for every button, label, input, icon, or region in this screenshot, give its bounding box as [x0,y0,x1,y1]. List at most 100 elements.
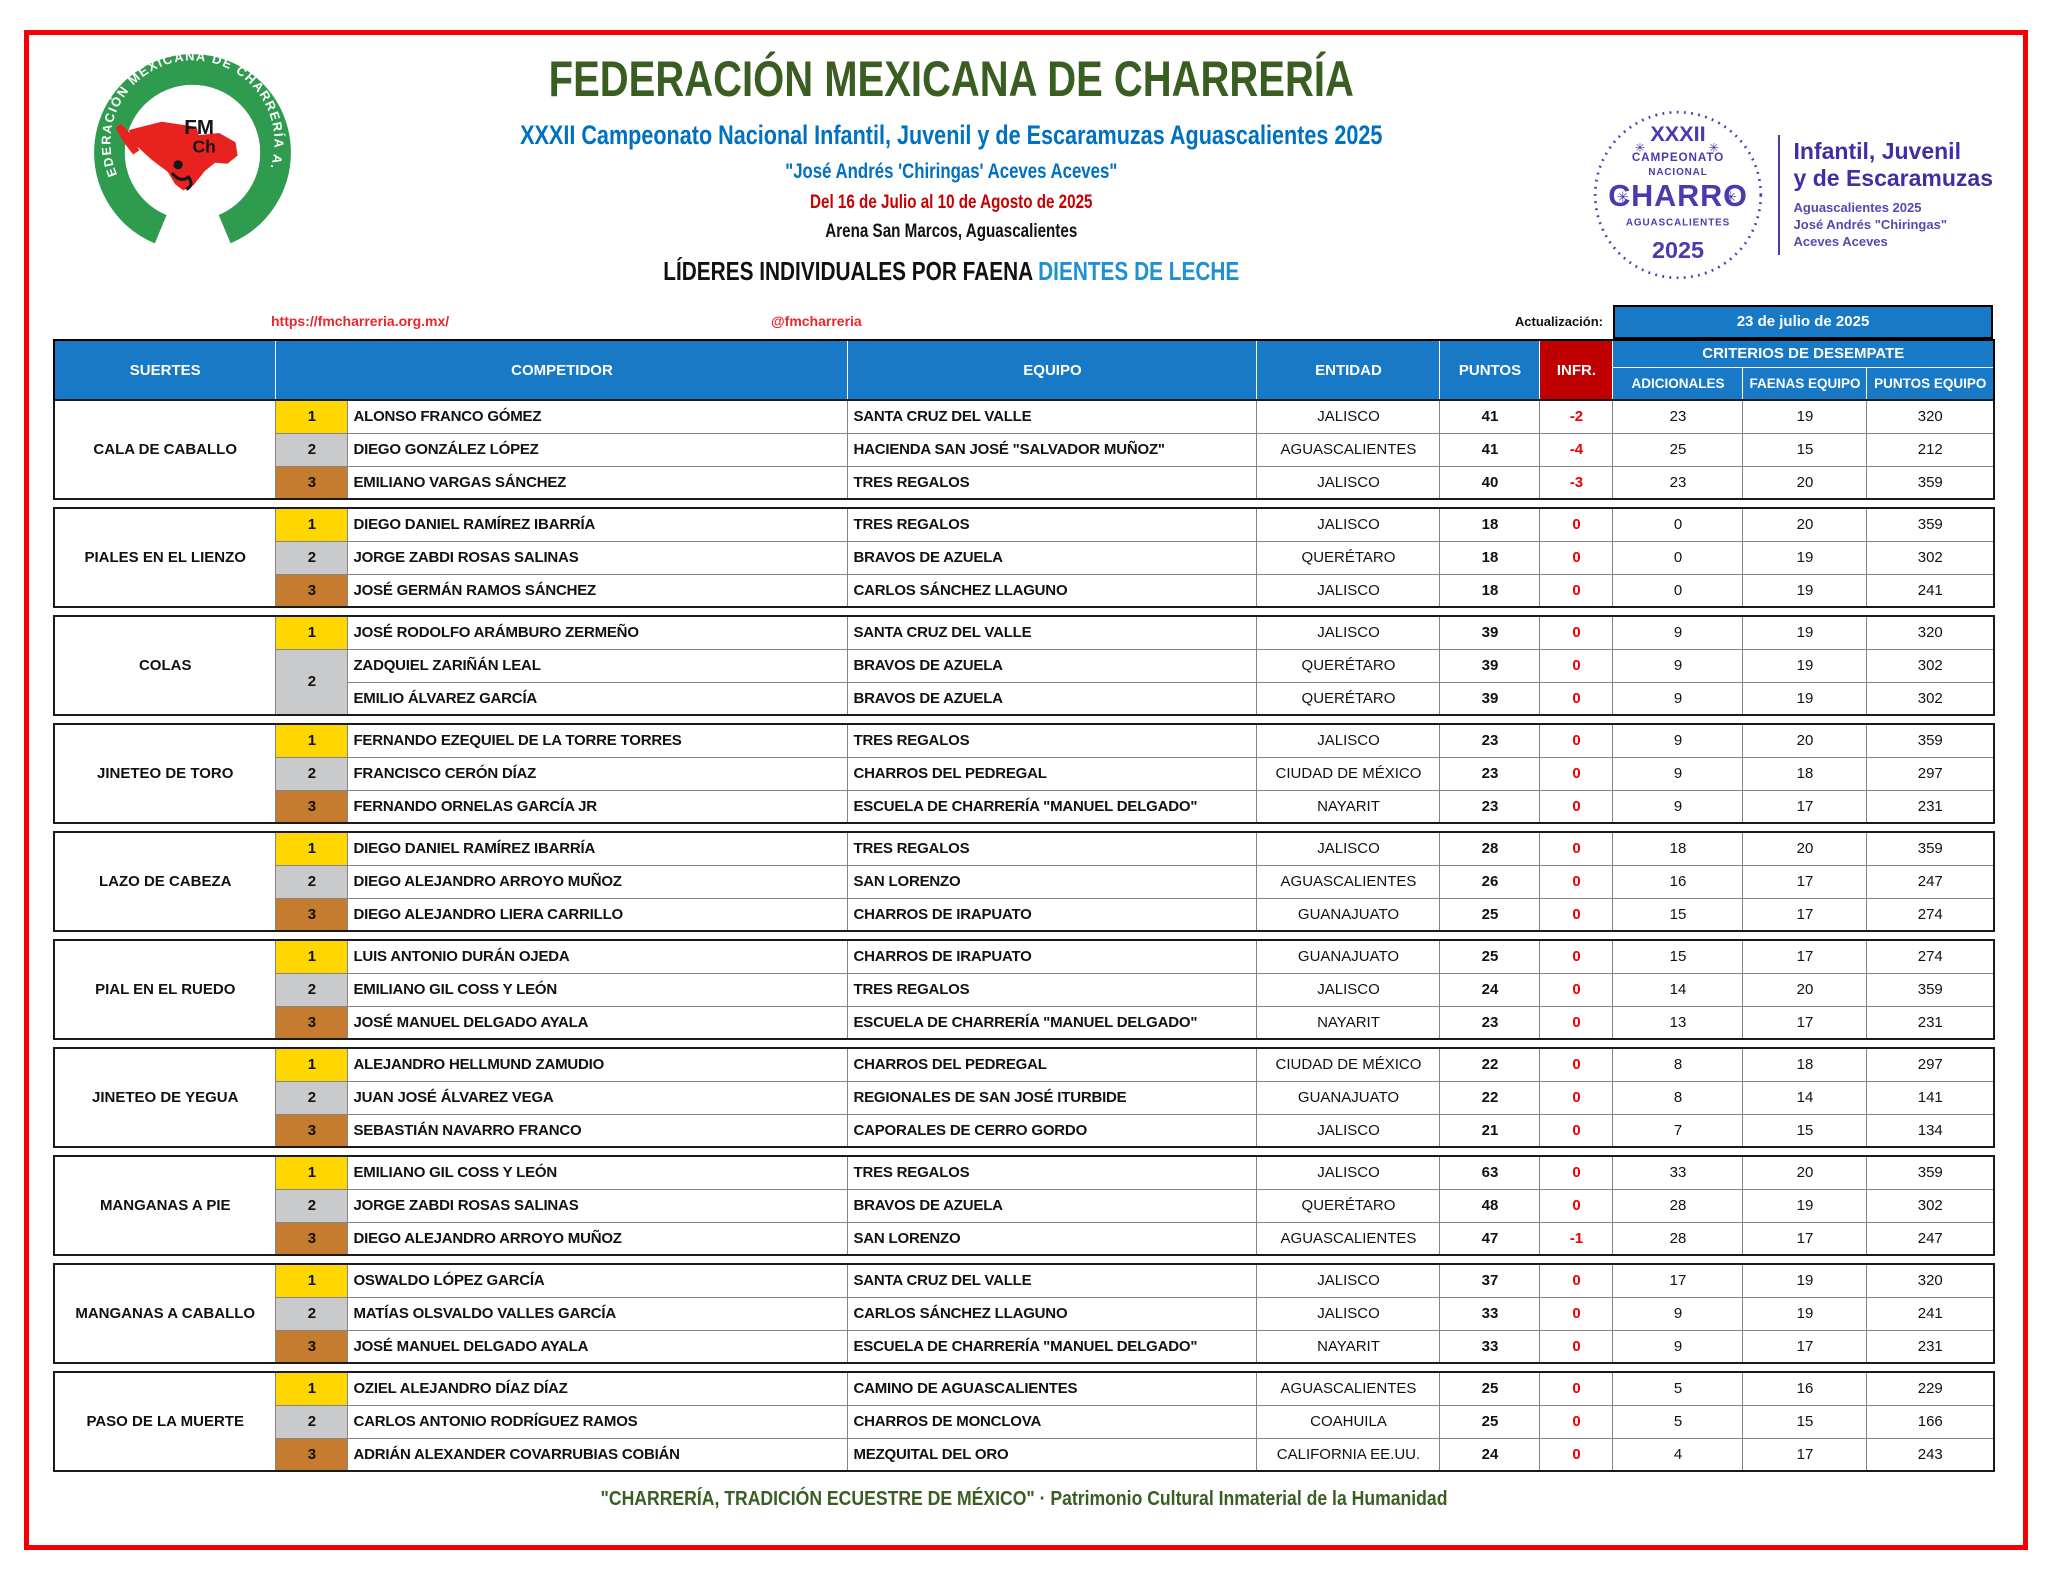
col-header-puntos: PUNTOS [1439,339,1541,401]
table-row: CALA DE CABALLO 1 ALONSO FRANCO GÓMEZ SANTA… [52,399,1996,500]
svg-text:✳: ✳ [1708,140,1719,154]
cell-equipo: SANTA CRUZ DEL VALLE [847,615,1258,650]
cell-infr: 0 [1539,1005,1614,1040]
cell-infr: 0 [1539,1188,1614,1223]
cell-puntos-equipo: 241 [1866,1296,1996,1331]
cell-adicionales: 0 [1612,540,1744,575]
cell-equipo: SANTA CRUZ DEL VALLE [847,399,1258,434]
cell-competidor: OSWALDO LÓPEZ GARCÍA [347,1263,849,1298]
suerte-cell: PIALES EN EL LIENZO [52,507,277,608]
cell-equipo: TRES REGALOS [847,1155,1258,1190]
cell-entidad: NAYARIT [1256,1005,1441,1040]
section-gap-cell [53,1363,1995,1372]
cell-adicionales: 16 [1612,864,1744,899]
cell-puntos-equipo: 141 [1866,1080,1996,1115]
cell-puntos-equipo: 359 [1866,972,1996,1007]
championship-badge-icon: XXXII CAMPEONATO NACIONAL CHARRO AGUASCA… [1593,110,1762,279]
suerte-cell: MANGANAS A CABALLO [52,1263,277,1364]
championship-sub3: Aceves Aceves [1793,233,1888,249]
cell-competidor: ZADQUIEL ZARIÑÁN LEAL [347,648,849,683]
cell-faenas-equipo: 20 [1742,972,1868,1007]
rank-cell: 2 [275,1296,349,1331]
table-row: 2 DIEGO ALEJANDRO ARROYO MUÑOZ SAN LORENZO… [54,864,1996,899]
cell-puntos: 33 [1439,1296,1541,1331]
cell-infr: 0 [1539,1329,1614,1364]
section-paso-de-la-muerte: PASO DE LA MUERTE 1 OZIEL ALEJANDRO DÍAZ D… [52,1371,1996,1472]
cell-equipo: TRES REGALOS [847,723,1258,758]
cell-faenas-equipo: 20 [1742,507,1868,542]
cell-adicionales: 9 [1612,756,1744,791]
table-row: JINETEO DE YEGUA 1 ALEJANDRO HELLMUND ZAMU… [52,1047,1996,1148]
cell-faenas-equipo: 15 [1742,432,1868,467]
cell-entidad: GUANAJUATO [1256,1080,1441,1115]
cell-adicionales: 13 [1612,1005,1744,1040]
table-row: 3 SEBASTIÁN NAVARRO FRANCO CAPORALES DE CE… [54,1113,1996,1148]
cell-entidad: CIUDAD DE MÉXICO [1256,1047,1441,1082]
footer-motto: "CHARRERÍA, TRADICIÓN ECUESTRE DE MÉXICO… [600,1488,1448,1510]
cell-faenas-equipo: 19 [1742,573,1868,608]
championship-sub2: José Andrés "Chiringas" [1793,216,1947,232]
championship-title-line2: y de Escaramuzas [1793,164,1993,191]
cell-faenas-equipo: 17 [1742,864,1868,899]
table-row: 3 EMILIANO VARGAS SÁNCHEZ TRES REGALOS JALI… [54,465,1996,500]
championship-sub1: Aguascalientes 2025 [1793,200,1922,216]
cell-entidad: AGUASCALIENTES [1256,1221,1441,1256]
cell-puntos: 26 [1439,864,1541,899]
cell-infr: 0 [1539,1047,1614,1082]
cell-faenas-equipo: 18 [1742,756,1868,791]
rank-cell: 3 [275,1437,349,1472]
section-pial-en-el-ruedo: PIAL EN EL RUEDO 1 LUIS ANTONIO DURÁN OJED… [52,939,1996,1040]
cell-faenas-equipo: 19 [1742,1296,1868,1331]
rank-cell: 2 [275,864,349,899]
cell-entidad: GUANAJUATO [1256,939,1441,974]
report-title-blue: DIENTES DE LECHE [1038,256,1240,286]
rank-cell: 1 [275,1263,349,1298]
cell-infr: 0 [1539,939,1614,974]
section-cala-de-caballo: CALA DE CABALLO 1 ALONSO FRANCO GÓMEZ SANTA… [52,399,1996,500]
social-handle[interactable]: @fmcharreria [771,313,862,329]
cell-adicionales: 9 [1612,1329,1744,1364]
rank-cell: 2 [275,432,349,467]
mexico-map-icon [115,121,238,191]
cell-competidor: ADRIÁN ALEXANDER COVARRUBIAS COBIÁN [347,1437,849,1472]
cell-faenas-equipo: 20 [1742,831,1868,866]
col-header-equipo: EQUIPO [847,339,1258,401]
cell-equipo: ESCUELA DE CHARRERÍA "MANUEL DELGADO" [847,789,1258,824]
cell-entidad: JALISCO [1256,507,1441,542]
cell-entidad: AGUASCALIENTES [1256,432,1441,467]
rank-cell: 3 [275,573,349,608]
cell-faenas-equipo: 17 [1742,789,1868,824]
cell-infr: -4 [1539,432,1614,467]
table-row: 3 JOSÉ GERMÁN RAMOS SÁNCHEZ CARLOS SÁNCHEZ… [54,573,1996,608]
cell-adicionales: 7 [1612,1113,1744,1148]
table-row: 2 JORGE ZABDI ROSAS SALINAS BRAVOS DE AZUE… [54,540,1996,575]
cell-puntos-equipo: 247 [1866,864,1996,899]
table-row: 2 EMILIANO GIL COSS Y LEÓN TRES REGALOS JAL… [54,972,1996,1007]
cell-competidor: FERNANDO EZEQUIEL DE LA TORRE TORRES [347,723,849,758]
cell-equipo: ESCUELA DE CHARRERÍA "MANUEL DELGADO" [847,1005,1258,1040]
cell-entidad: JALISCO [1256,573,1441,608]
col-header-entidad: ENTIDAD [1256,339,1441,401]
badge-aguascalientes: AGUASCALIENTES [1625,217,1729,228]
section-gap [53,1147,1995,1156]
cell-faenas-equipo: 16 [1742,1371,1868,1406]
cell-competidor: ALONSO FRANCO GÓMEZ [347,399,849,434]
table-row: 2 JORGE ZABDI ROSAS SALINAS BRAVOS DE AZUE… [54,1188,1996,1223]
cell-adicionales: 23 [1612,399,1744,434]
cell-puntos: 24 [1439,1437,1541,1472]
table-row: PIALES EN EL LIENZO 1 DIEGO DANIEL RAMÍREZ… [52,507,1996,608]
rank-cell: 3 [275,1113,349,1148]
cell-entidad: QUERÉTARO [1256,681,1441,716]
cell-competidor: JOSÉ MANUEL DELGADO AYALA [347,1005,849,1040]
cell-adicionales: 18 [1612,831,1744,866]
col-header-suertes: SUERTES [52,339,277,401]
cell-faenas-equipo: 15 [1742,1404,1868,1439]
suerte-cell: PIAL EN EL RUEDO [52,939,277,1040]
website-link[interactable]: https://fmcharreria.org.mx/ [271,313,450,329]
section-colas: COLAS 1 JOSÉ RODOLFO ARÁMBURO ZERMEÑO SANTA… [52,615,1996,716]
rank-cell: 1 [275,1371,349,1406]
table-row: 2 MATÍAS OLSVALDO VALLES GARCÍA CARLOS SÁN… [54,1296,1996,1331]
cell-adicionales: 17 [1612,1263,1744,1298]
section-piales-en-el-lienzo: PIALES EN EL LIENZO 1 DIEGO DANIEL RAMÍREZ… [52,507,1996,608]
cell-adicionales: 5 [1612,1404,1744,1439]
